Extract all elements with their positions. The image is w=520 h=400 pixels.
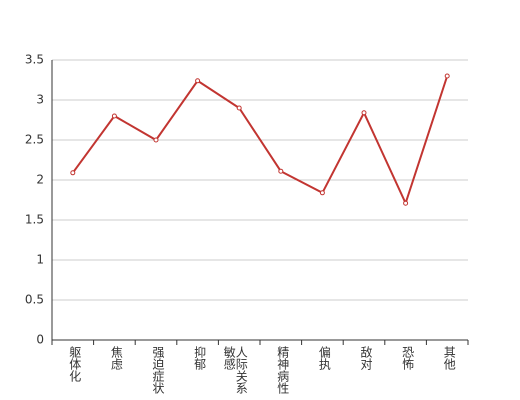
point — [278, 168, 284, 174]
x-tick-label: 恐怖 — [400, 346, 415, 370]
x-tick-label: 躯体化 — [67, 346, 82, 382]
point — [319, 190, 325, 196]
x-tick-label: 强迫症状 — [151, 346, 165, 394]
y-tick-label: 0.5 — [25, 293, 44, 307]
point — [361, 110, 367, 116]
x-tick-label: 人际关系敏感 — [222, 346, 249, 394]
x-tick-label: 其他 — [442, 346, 457, 370]
point — [403, 200, 409, 206]
y-tick-label: 2.5 — [25, 133, 44, 147]
point — [70, 170, 76, 176]
x-tick-label: 焦虑 — [109, 346, 124, 370]
x-tick-label: 抑郁 — [192, 346, 207, 370]
point — [236, 105, 242, 111]
y-tick-label: 3.5 — [25, 53, 44, 67]
y-tick-label: 2 — [36, 173, 44, 187]
point — [153, 137, 159, 143]
point — [195, 78, 201, 84]
line — [71, 75, 449, 206]
y-tick-label: 0 — [36, 333, 44, 347]
y-tick-label: 1 — [36, 253, 44, 267]
y-tick-label: 3 — [36, 93, 44, 107]
x-tick-label: 偏执 — [317, 346, 332, 370]
point — [111, 113, 117, 119]
x-tick-label: 精神病性 — [275, 346, 290, 394]
x-tick-label: 敌对 — [359, 346, 373, 370]
y-tick-label: 1.5 — [25, 213, 44, 227]
point — [444, 73, 450, 79]
